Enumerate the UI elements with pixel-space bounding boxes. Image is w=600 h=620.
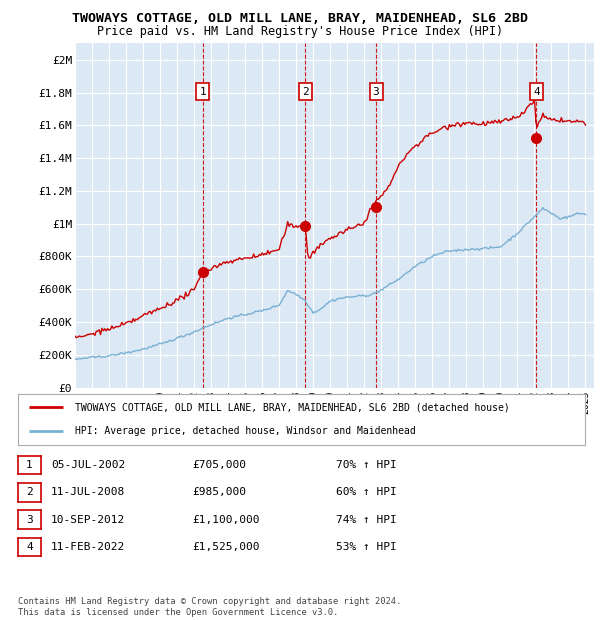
Text: £1,525,000: £1,525,000 bbox=[192, 542, 260, 552]
Text: 05-JUL-2002: 05-JUL-2002 bbox=[51, 460, 125, 470]
Text: Price paid vs. HM Land Registry's House Price Index (HPI): Price paid vs. HM Land Registry's House … bbox=[97, 25, 503, 38]
Text: 1: 1 bbox=[26, 460, 33, 470]
Text: TWOWAYS COTTAGE, OLD MILL LANE, BRAY, MAIDENHEAD, SL6 2BD (detached house): TWOWAYS COTTAGE, OLD MILL LANE, BRAY, MA… bbox=[75, 402, 509, 412]
Text: 3: 3 bbox=[373, 87, 379, 97]
Text: 4: 4 bbox=[26, 542, 33, 552]
Text: 11-FEB-2022: 11-FEB-2022 bbox=[51, 542, 125, 552]
Text: 11-JUL-2008: 11-JUL-2008 bbox=[51, 487, 125, 497]
Text: £705,000: £705,000 bbox=[192, 460, 246, 470]
Text: 10-SEP-2012: 10-SEP-2012 bbox=[51, 515, 125, 525]
Text: TWOWAYS COTTAGE, OLD MILL LANE, BRAY, MAIDENHEAD, SL6 2BD: TWOWAYS COTTAGE, OLD MILL LANE, BRAY, MA… bbox=[72, 12, 528, 25]
Text: 2: 2 bbox=[26, 487, 33, 497]
Text: 3: 3 bbox=[26, 515, 33, 525]
Text: 60% ↑ HPI: 60% ↑ HPI bbox=[336, 487, 397, 497]
Text: £985,000: £985,000 bbox=[192, 487, 246, 497]
Text: 2: 2 bbox=[302, 87, 308, 97]
Text: £1,100,000: £1,100,000 bbox=[192, 515, 260, 525]
Text: 53% ↑ HPI: 53% ↑ HPI bbox=[336, 542, 397, 552]
Text: 70% ↑ HPI: 70% ↑ HPI bbox=[336, 460, 397, 470]
Text: Contains HM Land Registry data © Crown copyright and database right 2024.
This d: Contains HM Land Registry data © Crown c… bbox=[18, 598, 401, 617]
Text: 1: 1 bbox=[200, 87, 206, 97]
Text: 4: 4 bbox=[533, 87, 539, 97]
Text: 74% ↑ HPI: 74% ↑ HPI bbox=[336, 515, 397, 525]
Text: HPI: Average price, detached house, Windsor and Maidenhead: HPI: Average price, detached house, Wind… bbox=[75, 426, 415, 436]
